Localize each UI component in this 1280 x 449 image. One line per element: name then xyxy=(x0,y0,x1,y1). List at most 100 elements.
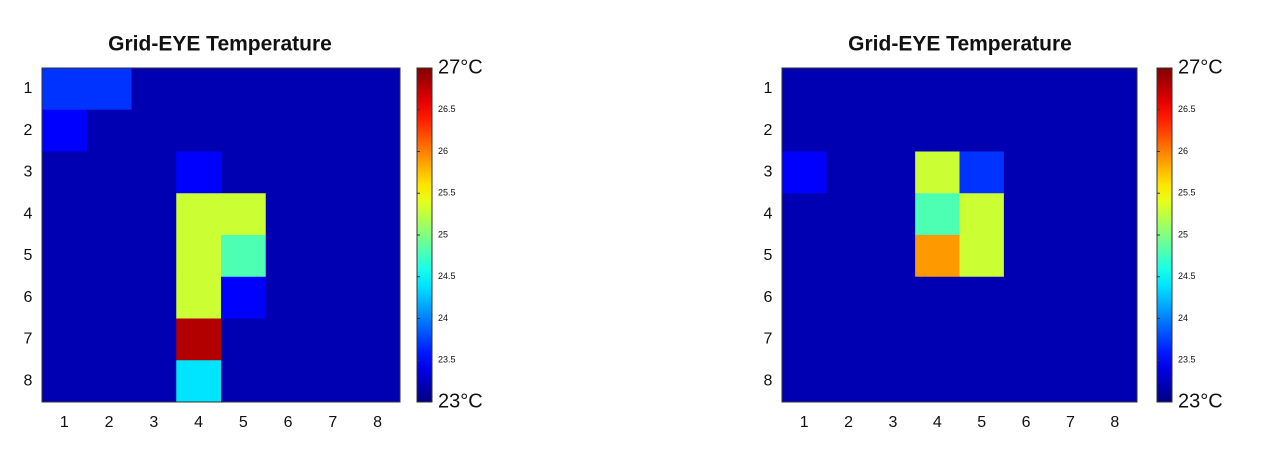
x-tick-label: 8 xyxy=(1110,414,1119,431)
y-tick-label: 7 xyxy=(764,331,773,348)
heat-cell xyxy=(782,276,827,319)
heat-cell xyxy=(131,68,177,111)
heat-cell xyxy=(42,109,88,152)
heat-cell xyxy=(310,193,356,236)
heat-cell xyxy=(870,276,916,319)
x-tick-label: 4 xyxy=(194,414,203,431)
x-tick-label: 5 xyxy=(977,414,986,431)
heat-cell xyxy=(1092,151,1138,194)
heat-cell xyxy=(1048,109,1094,152)
heat-cell xyxy=(42,276,88,319)
colorbar-tick-label: 23.5 xyxy=(1178,355,1196,365)
heat-cell xyxy=(870,109,916,152)
heat-cell xyxy=(176,276,222,319)
y-tick-label: 2 xyxy=(24,122,33,139)
x-tick-label: 4 xyxy=(933,414,942,431)
heat-cell xyxy=(870,151,916,194)
colorbar-end-label: 23°C xyxy=(438,390,483,412)
x-tick-label: 5 xyxy=(239,414,248,431)
x-tick-label: 3 xyxy=(149,414,158,431)
heat-cell xyxy=(355,193,401,236)
colorbar-tick-label: 26 xyxy=(1178,146,1188,156)
heat-cell xyxy=(355,318,401,361)
y-tick-label: 8 xyxy=(24,372,33,389)
heat-cell xyxy=(1048,276,1094,319)
heat-cell xyxy=(86,276,132,319)
heat-cell xyxy=(1003,151,1049,194)
heat-cell xyxy=(265,276,311,319)
heat-cell xyxy=(1003,68,1049,111)
heat-cell xyxy=(959,276,1005,319)
heat-cell xyxy=(1092,276,1138,319)
heat-cell xyxy=(959,151,1005,194)
heat-cell xyxy=(870,68,916,111)
heat-cell xyxy=(826,68,872,111)
heat-cell xyxy=(131,360,177,403)
heat-cell xyxy=(782,360,827,403)
heat-cell xyxy=(355,68,401,111)
heat-cell xyxy=(131,151,177,194)
y-tick-label: 5 xyxy=(764,247,773,264)
colorbar-tick-label: 24.5 xyxy=(438,271,456,281)
x-tick-label: 2 xyxy=(105,414,114,431)
heat-cell xyxy=(915,109,960,152)
heat-cell xyxy=(176,109,222,152)
heat-cell xyxy=(265,109,311,152)
heat-cell xyxy=(310,109,356,152)
heat-cell xyxy=(310,276,356,319)
heat-cell xyxy=(176,68,222,111)
heat-cell xyxy=(310,360,356,403)
heat-cell xyxy=(310,318,356,361)
heat-cell xyxy=(221,318,267,361)
heat-cell xyxy=(1003,276,1049,319)
heat-cell xyxy=(1003,318,1049,361)
heat-cell xyxy=(221,276,267,319)
heat-cell xyxy=(870,318,916,361)
colorbar-end-label: 27°C xyxy=(1178,56,1223,78)
heat-cell xyxy=(826,235,872,278)
heat-cell xyxy=(265,68,311,111)
heat-cell xyxy=(176,360,222,403)
heat-cell xyxy=(176,193,222,236)
x-tick-label: 7 xyxy=(1066,414,1075,431)
heat-cell xyxy=(42,235,88,278)
colorbar-end-label: 27°C xyxy=(438,56,483,78)
heat-cell xyxy=(221,360,267,403)
heat-cell xyxy=(42,318,88,361)
colorbar-tick-label: 23.5 xyxy=(438,355,456,365)
colorbar-tick-label: 26.5 xyxy=(438,104,456,114)
chart-title: Grid-EYE Temperature xyxy=(848,33,1072,56)
heat-cell xyxy=(355,151,401,194)
heat-cell xyxy=(959,235,1005,278)
y-tick-label: 5 xyxy=(24,247,33,264)
heat-cell xyxy=(265,151,311,194)
heat-cell xyxy=(131,318,177,361)
heat-cell xyxy=(42,68,88,111)
heat-cell xyxy=(1048,360,1094,403)
heat-cell xyxy=(131,193,177,236)
heat-cell xyxy=(1092,193,1138,236)
colorbar-tick-label: 25 xyxy=(438,229,448,239)
colorbar-tick-label: 25.5 xyxy=(1178,188,1196,198)
heat-cell xyxy=(915,276,960,319)
x-tick-label: 7 xyxy=(328,414,337,431)
heat-cell xyxy=(1003,193,1049,236)
heat-cell xyxy=(1003,360,1049,403)
heat-cell xyxy=(915,193,960,236)
heat-cell xyxy=(355,235,401,278)
heat-cell xyxy=(310,68,356,111)
heat-cell xyxy=(782,68,827,111)
heat-cell xyxy=(221,109,267,152)
heat-cell xyxy=(959,68,1005,111)
heat-cell xyxy=(826,360,872,403)
heat-cell xyxy=(1092,109,1138,152)
colorbar-tick-label: 25 xyxy=(1178,229,1188,239)
heat-cell xyxy=(1092,318,1138,361)
heat-cell xyxy=(265,235,311,278)
heat-cell xyxy=(1092,235,1138,278)
heat-cell xyxy=(826,109,872,152)
heat-cell xyxy=(782,151,827,194)
colorbar-tick-label: 26 xyxy=(438,146,448,156)
x-tick-label: 3 xyxy=(888,414,897,431)
